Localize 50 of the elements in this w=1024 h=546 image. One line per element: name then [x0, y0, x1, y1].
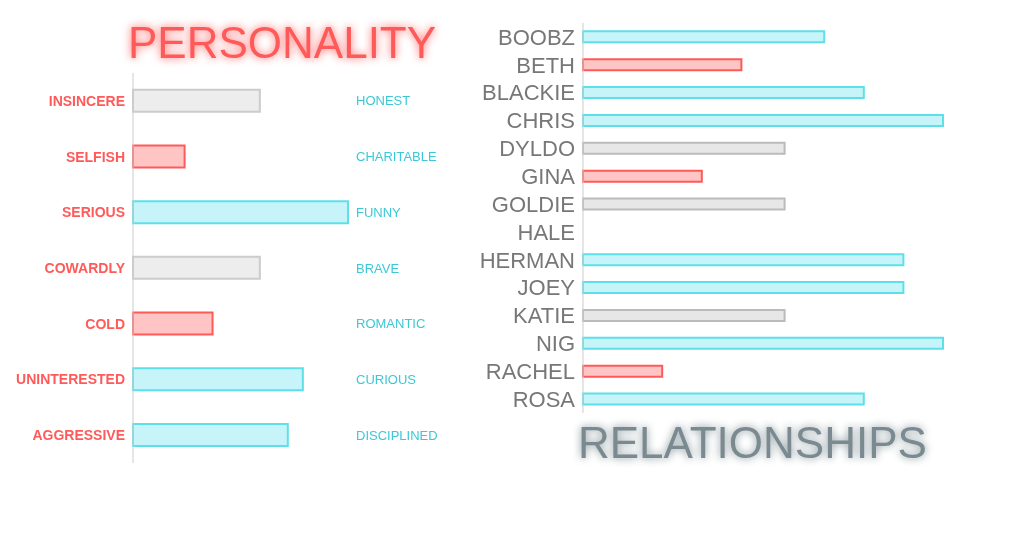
bar — [132, 311, 214, 336]
y2-tick-label: BRAVE — [356, 260, 400, 276]
bar — [582, 169, 703, 183]
bar — [582, 336, 944, 350]
y2-tick-label: ROMANTIC — [356, 316, 426, 332]
y-tick-label: SELFISH — [65, 148, 125, 165]
bar — [582, 86, 865, 100]
bar — [132, 423, 289, 447]
bar — [582, 364, 664, 378]
y-tick-label: GINA — [521, 164, 576, 190]
bar — [582, 308, 786, 322]
y2-tick-label: CHARITABLE — [356, 149, 437, 165]
y2-tick-label: FUNNY — [356, 204, 402, 220]
chart-title: PERSONALITY — [127, 18, 438, 68]
bar — [132, 144, 186, 169]
y-tick-label: BOOBZ — [497, 24, 575, 50]
y-tick-label: HERMAN — [479, 247, 575, 273]
y-tick-label: JOEY — [517, 275, 576, 301]
y-tick-label: DYLDO — [499, 136, 575, 162]
y-tick-label: UNINTERESTED — [16, 371, 125, 388]
bar — [582, 30, 826, 44]
y-tick-label: SERIOUS — [61, 204, 125, 221]
bar — [582, 253, 905, 267]
y2-tick-label: CURIOUS — [356, 372, 417, 388]
y-tick-label: HALE — [517, 219, 575, 245]
bar — [582, 392, 865, 406]
bar — [132, 200, 349, 225]
bar — [132, 88, 261, 113]
y-tick-label: COLD — [85, 315, 125, 332]
y2-tick-label: DISCIPLINED — [356, 427, 438, 443]
y-tick-label: NIG — [535, 331, 575, 357]
bar — [582, 58, 743, 72]
y-tick-label: ROSA — [512, 386, 576, 412]
y-tick-label: COWARDLY — [44, 259, 126, 276]
y-tick-label: INSINCERE — [48, 92, 125, 109]
bar — [132, 367, 304, 392]
y-tick-label: CHRIS — [506, 108, 575, 134]
bar — [582, 141, 786, 155]
y-tick-label: AGGRESSIVE — [32, 427, 125, 444]
y-tick-label: GOLDIE — [491, 191, 575, 217]
y-tick-label: BLACKIE — [482, 80, 575, 106]
y-tick-label: RACHEL — [485, 359, 575, 385]
y-tick-label: KATIE — [513, 303, 575, 329]
bar — [132, 255, 261, 280]
bar — [582, 281, 905, 295]
bar — [582, 113, 944, 127]
bar — [582, 197, 786, 211]
y-tick-label: BETH — [516, 52, 575, 78]
y2-tick-label: HONEST — [356, 93, 411, 109]
text: RELATIONSHIPS — [577, 418, 928, 468]
